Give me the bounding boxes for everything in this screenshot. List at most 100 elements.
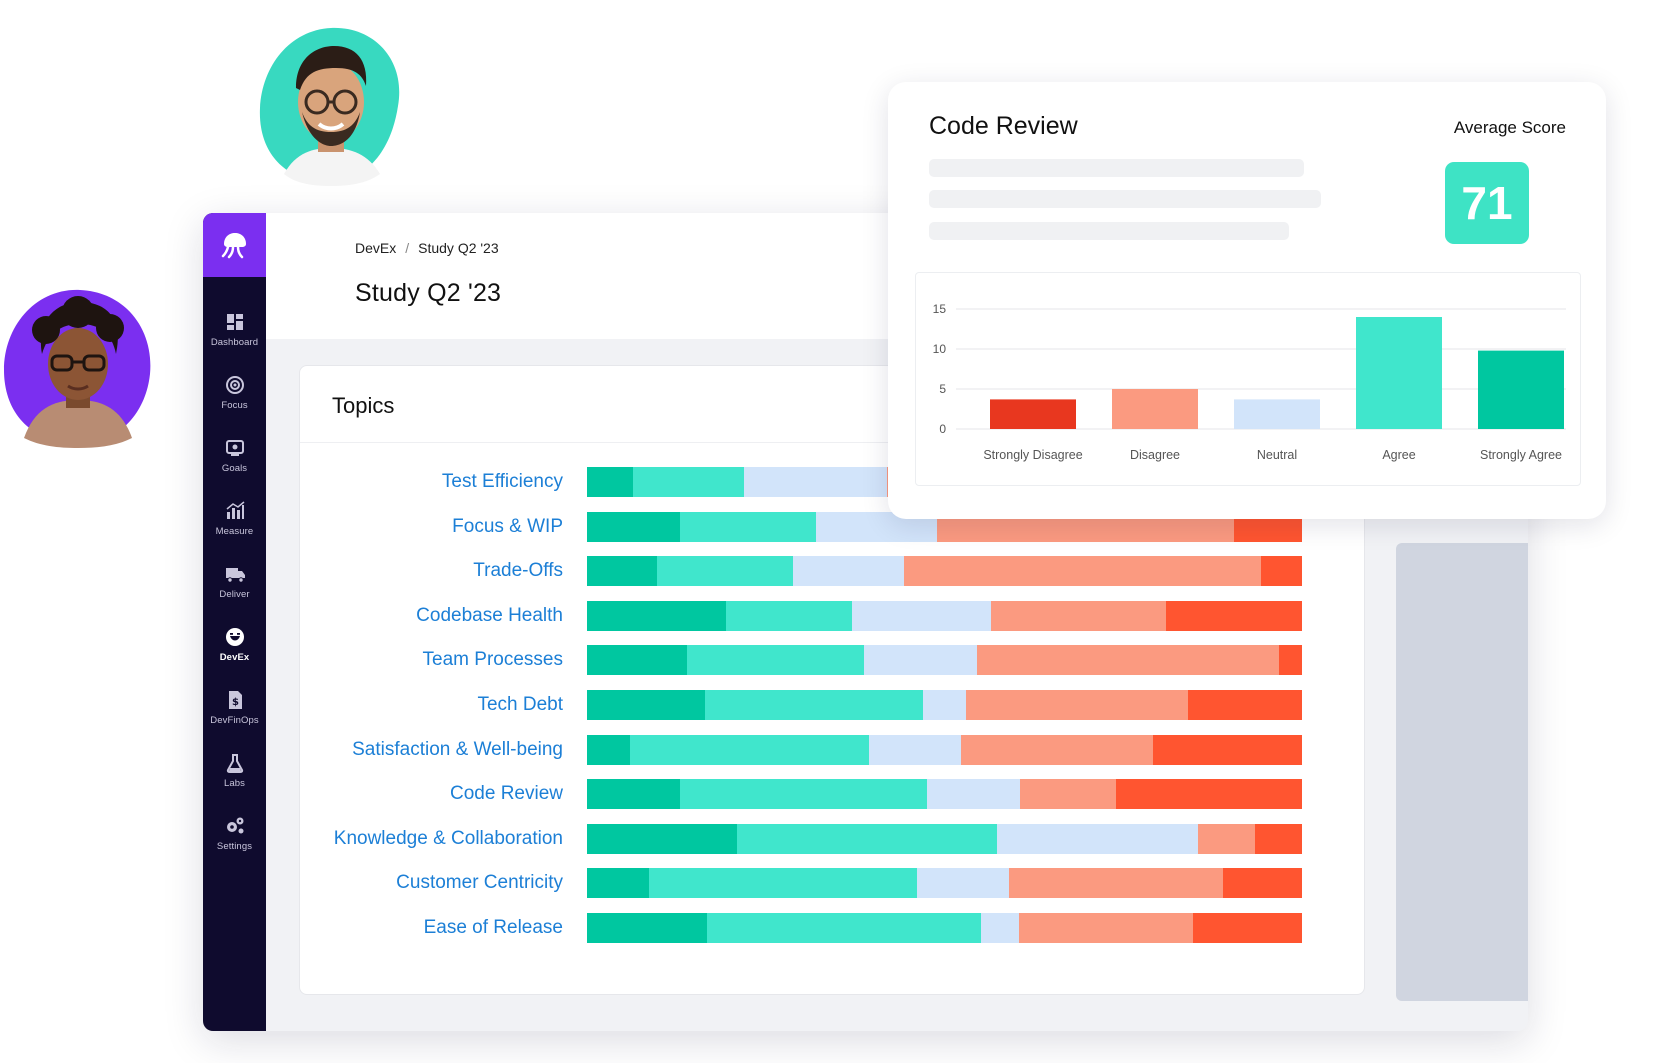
disagree-segment [960,734,1153,765]
bar-chart-icon [226,501,244,519]
topic-link[interactable]: Code Review [450,783,563,805]
avatar-man [256,24,406,186]
topic-link[interactable]: Tech Debt [477,694,563,715]
strongly-disagree-segment [1116,779,1302,810]
topic-row: Satisfaction & Well-being [300,734,1366,765]
y-tick-label: 5 [939,382,946,396]
neutral-segment [869,734,961,765]
strongly-agree-segment [587,913,708,943]
strongly-agree-segment [587,645,688,676]
logo[interactable] [203,213,266,277]
topic-link[interactable]: Trade-Offs [473,560,563,582]
stacked-bar [587,868,1302,899]
topics-card: Topics Test Efficiency Focus & WIP Trade-O… [299,365,1365,995]
sidebar: Dashboard Focus Goals Measure Deliver De… [203,213,266,1031]
topic-row: Ease of Release [300,913,1366,943]
score-badge: 71 [1445,162,1529,244]
strongly-agree-segment [587,823,738,854]
sidebar-item-measure[interactable]: Measure [203,500,266,556]
sidebar-item-dashboard[interactable]: Dashboard [203,311,266,367]
topic-row: Knowledge & Collaboration [300,823,1366,854]
topic-row: Codebase Health [300,600,1366,631]
bar [1234,399,1320,429]
agree-segment [633,467,745,497]
strongly-disagree-segment [1152,734,1302,765]
strongly-agree-segment [587,690,705,720]
stacked-bar [587,556,1302,587]
dollar-doc-icon: $ [228,691,242,709]
agree-segment [657,556,793,587]
sidebar-item-label: Focus [221,400,248,411]
neutral-segment [980,913,1019,943]
neutral-segment [744,467,888,497]
y-tick-label: 15 [933,302,947,316]
side-panel [1396,543,1528,1001]
sidebar-item-devfinops[interactable]: $ DevFinOps [203,689,266,745]
strongly-agree-segment [587,734,630,765]
stacked-bar [587,734,1302,765]
sidebar-item-label: DevEx [219,652,250,663]
avatar-woman [2,288,154,448]
strongly-disagree-segment [1187,690,1302,720]
topic-link[interactable]: Knowledge & Collaboration [333,827,563,849]
topic-row: Code Review [300,779,1366,810]
neutral-segment [996,823,1199,854]
agree-segment [679,779,927,810]
neutral-segment [851,600,991,631]
bar [1112,389,1198,429]
breadcrumb-root[interactable]: DevEx [355,240,397,256]
agree-segment [707,913,981,943]
x-tick-label: Agree [1382,448,1415,462]
disagree-segment [1198,823,1256,854]
score-label: Average Score [1453,118,1566,137]
topic-link[interactable]: Customer Centricity [396,872,563,894]
topic-link[interactable]: Focus & WIP [452,515,563,537]
agree-segment [687,645,865,676]
neutral-segment [916,868,1009,899]
breadcrumb: DevEx / Study Q2 '23 [355,240,499,256]
sidebar-item-labs[interactable]: Labs [203,752,266,808]
topic-row: Tech Debt [300,690,1366,720]
sidebar-item-label: Dashboard [210,337,259,348]
sidebar-item-goals[interactable]: Goals [203,437,266,493]
card-title: Code Review [929,112,1078,140]
placeholder-line [929,222,1289,240]
sidebar-item-label: Deliver [219,589,250,600]
topics-title: Topics [332,393,395,418]
x-tick-label: Strongly Agree [1480,448,1562,462]
topic-row: Trade-Offs [300,556,1366,587]
stacked-bar [587,823,1302,854]
svg-text:$: $ [232,697,239,708]
strongly-agree-segment [587,868,650,899]
sidebar-item-focus[interactable]: Focus [203,374,266,430]
truck-icon [225,568,245,583]
neutral-segment [792,556,904,587]
topic-link[interactable]: Test Efficiency [441,471,563,492]
x-tick-label: Neutral [1257,448,1297,462]
disagree-segment [1008,868,1224,899]
target-icon [225,376,244,394]
strongly-disagree-segment [1223,868,1302,899]
sidebar-item-label: Goals [221,463,248,474]
x-tick-label: Disagree [1130,448,1180,462]
strongly-agree-segment [587,511,680,542]
topic-link[interactable]: Satisfaction & Well-being [352,738,563,760]
strongly-disagree-segment [1279,645,1302,676]
sidebar-item-label: Measure [215,526,254,537]
topic-link[interactable]: Ease of Release [423,917,563,938]
smiley-icon [225,628,244,646]
agree-segment [737,823,997,854]
topic-link[interactable]: Codebase Health [416,604,563,626]
topic-link[interactable]: Team Processes [422,649,563,671]
sidebar-item-deliver[interactable]: Deliver [203,563,266,619]
neutral-segment [923,690,966,720]
strongly-disagree-segment [1261,556,1302,587]
strongly-disagree-segment [1166,600,1302,631]
agree-segment [704,690,924,720]
sidebar-item-settings[interactable]: Settings [203,815,266,871]
disagree-segment [977,645,1280,676]
sidebar-item-label: DevFinOps [210,715,259,726]
sidebar-item-devex[interactable]: DevEx [203,626,266,682]
bar [990,399,1076,429]
